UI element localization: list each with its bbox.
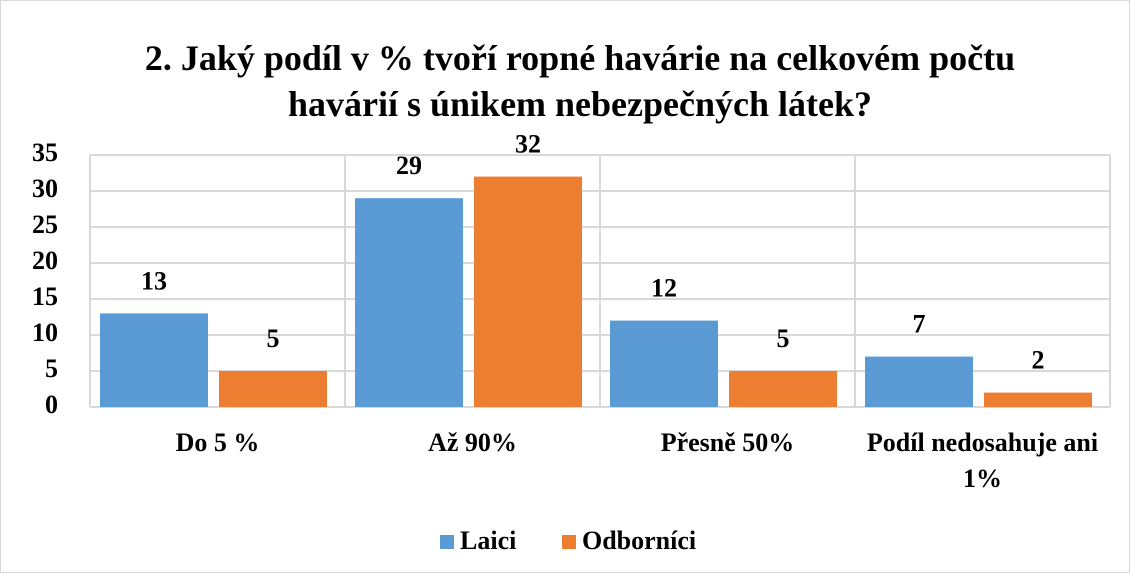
value-label: 32	[515, 130, 541, 159]
y-tick-label: 25	[32, 210, 58, 239]
y-tick-label: 0	[45, 390, 58, 419]
x-tick-label: Až 90%	[428, 428, 517, 457]
value-label: 12	[651, 274, 677, 303]
y-tick-label: 15	[32, 282, 58, 311]
bar	[355, 198, 463, 407]
bar	[474, 176, 582, 407]
x-tick-label: Do 5 %	[176, 428, 260, 457]
legend-label: Laici	[460, 526, 516, 555]
value-label: 5	[777, 324, 790, 353]
bar	[219, 371, 327, 407]
y-tick-label: 5	[45, 354, 58, 383]
value-label: 13	[141, 266, 167, 295]
bar	[865, 356, 973, 407]
value-label: 2	[1032, 346, 1045, 375]
y-tick-label: 20	[32, 246, 58, 275]
value-label: 5	[267, 324, 280, 353]
legend-swatch	[440, 535, 454, 549]
value-label: 7	[913, 310, 926, 339]
y-tick-label: 10	[32, 318, 58, 347]
y-tick-label: 35	[32, 138, 58, 167]
bar	[100, 313, 208, 407]
legend-swatch	[562, 535, 576, 549]
legend-label: Odborníci	[582, 526, 696, 555]
value-label: 29	[396, 151, 422, 180]
x-tick-label: Podíl nedosahuje ani 1%	[867, 428, 1098, 493]
bar	[729, 371, 837, 407]
y-tick-label: 30	[32, 174, 58, 203]
bar	[610, 320, 718, 407]
x-tick-label: Přesně 50%	[661, 428, 795, 457]
bar	[984, 392, 1092, 407]
chart-title: 2. Jaký podíl v % tvoří ropné havárie na…	[145, 38, 1015, 124]
